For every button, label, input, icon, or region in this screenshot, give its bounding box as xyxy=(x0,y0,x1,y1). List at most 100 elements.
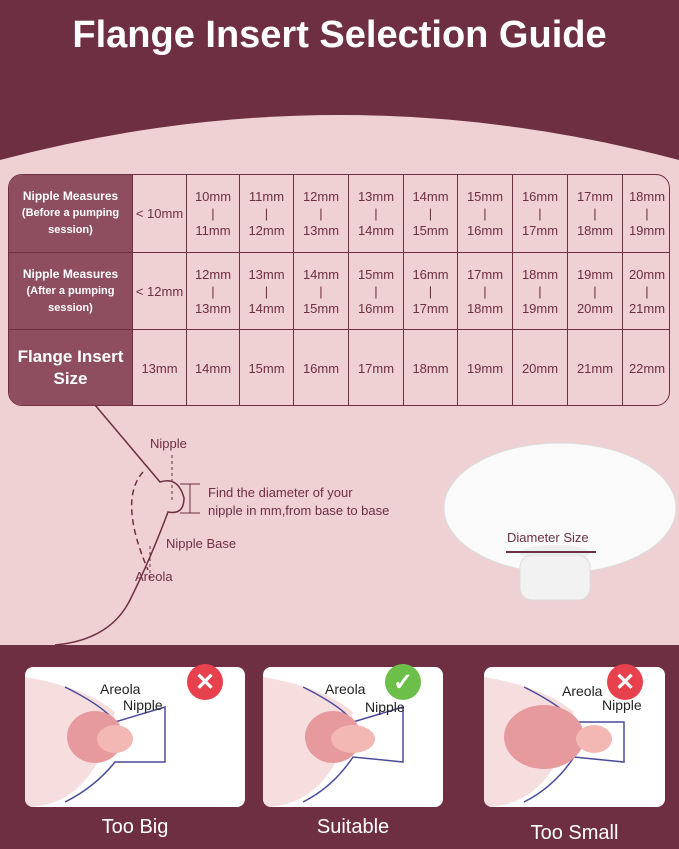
range-separator: | xyxy=(538,206,542,221)
table-cell: 15mm xyxy=(240,330,294,405)
cell-value: 15mm xyxy=(466,189,504,204)
table-cell: 19mm | 20mm xyxy=(568,253,623,330)
cell-value: 14mm xyxy=(412,189,449,204)
areola-label: Areola xyxy=(325,681,366,697)
cell-value: 11mm xyxy=(195,223,231,238)
table-cell: 17mm | 18mm xyxy=(458,253,513,330)
table-cell: 17mm xyxy=(349,330,404,405)
diameter-label: Diameter Size xyxy=(507,530,589,545)
cell-value: 18mm xyxy=(412,361,449,376)
table-cell: 16mm xyxy=(294,330,349,405)
table-cell: 13mm xyxy=(133,330,187,405)
table-cell: < 12mm xyxy=(133,253,187,330)
table-cell: 13mm | 14mm xyxy=(240,253,294,330)
areola-label: Areola xyxy=(562,683,603,699)
cell-value: 17mm xyxy=(521,223,559,238)
x-icon: ✕ xyxy=(187,664,223,700)
cell-value: 13mm xyxy=(141,361,178,376)
table-cell: 12mm | 13mm xyxy=(187,253,240,330)
table-cell: < 10mm xyxy=(133,175,187,253)
cell-value: 14mm xyxy=(194,361,232,376)
areola-label: Areola xyxy=(135,569,173,584)
table-cell: 18mm | 19mm xyxy=(623,175,669,253)
cell-value: 17mm xyxy=(466,266,504,282)
fit-label: Too Big xyxy=(101,816,169,838)
cell-value: 17mm xyxy=(412,300,449,316)
table-cell: 10mm | 11mm xyxy=(187,175,240,253)
cell-value: 22mm xyxy=(628,361,666,376)
fit-label: Suitable xyxy=(316,816,390,838)
row-header-title: Flange Insert Size xyxy=(17,347,124,388)
x-icon: ✕ xyxy=(607,664,643,700)
table-cell: 13mm | 14mm xyxy=(349,175,404,253)
cell-value: 13mm xyxy=(302,223,340,238)
table-cell: 11mm | 12mm xyxy=(240,175,294,253)
fit-illustration xyxy=(263,677,404,807)
cell-value: 17mm xyxy=(576,189,614,204)
row-header: Nipple Measures (After a pumping session) xyxy=(9,253,133,330)
range-separator: | xyxy=(211,206,215,221)
cell-value: 20mm xyxy=(628,266,666,282)
range-separator: | xyxy=(374,206,378,221)
check-icon: ✓ xyxy=(385,664,421,700)
cell-value: 15mm xyxy=(357,266,395,282)
cell-value: 21mm xyxy=(628,300,666,316)
cell-value: 13mm xyxy=(248,266,285,282)
table-cell: 17mm | 18mm xyxy=(568,175,623,253)
fit-illustration xyxy=(484,677,625,807)
page-title: Flange Insert Selection Guide xyxy=(72,14,607,56)
table-cell: 16mm | 17mm xyxy=(513,175,568,253)
cell-value: 13mm xyxy=(357,189,395,204)
cell-value: 18mm xyxy=(576,223,614,238)
cell-value: < 12mm xyxy=(135,283,184,299)
cell-value: 20mm xyxy=(521,361,559,376)
range-separator: | xyxy=(483,283,487,299)
table-cell: 15mm | 16mm xyxy=(458,175,513,253)
cell-value: 15mm xyxy=(302,300,340,316)
nipple-label: Nipple xyxy=(150,436,187,451)
cell-value: 19mm xyxy=(466,361,504,376)
cell-value: 16mm xyxy=(521,189,559,204)
table-cell: 19mm xyxy=(458,330,513,405)
table-cell: 14mm xyxy=(187,330,240,405)
table-cell: 15mm | 16mm xyxy=(349,253,404,330)
range-separator: | xyxy=(645,283,649,299)
row-header: Nipple Measures (Before a pumping session… xyxy=(9,175,133,253)
range-separator: | xyxy=(374,283,378,299)
row-header-subtitle: (Before a pumping session) xyxy=(21,207,120,236)
breast-diagram xyxy=(54,404,677,646)
cell-value: 13mm xyxy=(194,300,232,316)
cell-value: 18mm xyxy=(521,266,559,282)
cell-value: 12mm xyxy=(302,189,340,204)
instruction-line-1: Find the diameter of your xyxy=(208,485,353,500)
range-separator: | xyxy=(319,206,323,221)
cell-value: 18mm xyxy=(628,189,666,204)
table-cell: 21mm xyxy=(568,330,623,405)
cell-value: 14mm xyxy=(248,300,285,316)
range-separator: | xyxy=(211,283,215,299)
row-header-title: Nipple Measures xyxy=(22,189,119,203)
cell-value: 12mm xyxy=(194,266,232,282)
fit-illustration xyxy=(25,677,166,807)
nipple-label: Nipple xyxy=(602,697,642,713)
nipple-label: Nipple xyxy=(123,697,163,713)
cell-value: 19mm xyxy=(576,266,614,282)
table-cell: 14mm | 15mm xyxy=(404,175,458,253)
table-cell: 22mm xyxy=(623,330,669,405)
range-separator: | xyxy=(264,206,269,221)
row-header: Flange Insert Size xyxy=(9,330,133,405)
cell-value: 17mm xyxy=(357,361,395,376)
cell-value: 14mm xyxy=(357,223,395,238)
cell-value: 12mm xyxy=(248,223,285,238)
cell-value: 20mm xyxy=(576,300,614,316)
range-separator: | xyxy=(319,283,323,299)
size-table: Nipple Measures (Before a pumping session… xyxy=(8,174,670,406)
instruction-line-2: nipple in mm,from base to base xyxy=(208,503,390,518)
range-separator: | xyxy=(428,283,433,299)
cell-value: 19mm xyxy=(628,223,666,238)
range-separator: | xyxy=(593,206,597,221)
cell-value: 16mm xyxy=(302,361,340,376)
cell-value: 16mm xyxy=(412,266,449,282)
row-header-title: Nipple Measures xyxy=(22,266,119,281)
cell-value: 15mm xyxy=(248,361,285,376)
